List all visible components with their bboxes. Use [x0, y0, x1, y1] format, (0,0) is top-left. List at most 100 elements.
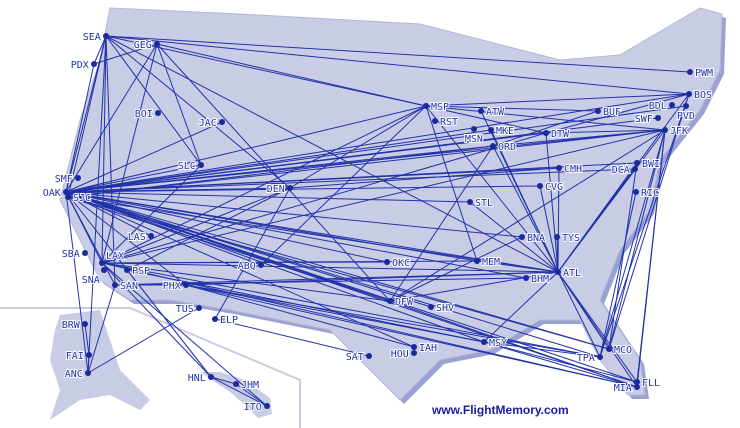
route-sjc-sea: [67, 35, 107, 198]
route-pwm-sea: [105, 35, 691, 73]
airport-dot: [669, 102, 675, 108]
airport-code: IAH: [419, 343, 437, 354]
airport-hnl[interactable]: HNL: [187, 372, 214, 385]
airport-hou[interactable]: HOU: [390, 348, 417, 361]
airport-phx[interactable]: PHX: [162, 280, 189, 293]
airport-rst[interactable]: RST: [432, 116, 459, 129]
route-oak-anc: [65, 191, 89, 374]
airport-okc[interactable]: OKC: [384, 257, 411, 270]
airport-pvd[interactable]: PVD: [676, 103, 696, 123]
airport-mke[interactable]: MKE: [488, 125, 515, 138]
airport-sea[interactable]: SEA: [82, 31, 109, 44]
airport-cvg[interactable]: CVG: [537, 181, 564, 194]
airport-fai[interactable]: FAI: [65, 350, 92, 363]
airports-layer: SEA GEG PDX BOI JAC SLC SMF OAK SJC DEN LAS SBA LAX S…: [42, 31, 714, 414]
airport-dot: [490, 143, 496, 149]
airport-dot: [554, 234, 560, 240]
airport-slc[interactable]: SLC: [177, 160, 204, 173]
airport-bna[interactable]: BNA: [519, 232, 546, 245]
airport-brw[interactable]: BRW: [61, 319, 88, 332]
airport-geg[interactable]: GEG: [133, 39, 160, 52]
airport-psp[interactable]: PSP: [124, 265, 151, 278]
airport-dot: [683, 103, 689, 109]
airport-smf[interactable]: SMF: [54, 173, 81, 186]
airport-elp[interactable]: ELP: [212, 314, 239, 327]
route-oak-geg: [65, 43, 158, 193]
airport-dot: [632, 166, 638, 172]
route-bwi-mco: [608, 162, 638, 350]
route-oak-jac: [65, 121, 223, 193]
airport-ric[interactable]: RIC: [633, 187, 660, 200]
airport-code: ORD: [498, 142, 516, 153]
airport-swf[interactable]: SWF: [634, 113, 661, 126]
airport-den[interactable]: DEN: [266, 183, 293, 196]
airport-ord[interactable]: ORD: [490, 141, 517, 154]
airport-jhm[interactable]: JHM: [233, 379, 260, 392]
airport-pwm[interactable]: PWM: [687, 67, 714, 80]
airport-bhm[interactable]: BHM: [523, 273, 550, 286]
route-msy-mia: [483, 341, 638, 388]
route-oak-abq: [65, 191, 262, 266]
airport-lax[interactable]: LAX: [99, 250, 125, 266]
airport-code: RST: [440, 117, 458, 128]
airport-dot: [556, 165, 562, 171]
airport-bwi[interactable]: BWI: [634, 158, 661, 171]
airport-mia[interactable]: MIA: [613, 382, 640, 395]
airport-buf[interactable]: BUF: [595, 106, 622, 119]
airport-msp[interactable]: MSP: [423, 101, 450, 114]
airport-dot: [86, 352, 92, 358]
route-atl-dtw: [545, 132, 559, 273]
route-fai-anc: [87, 354, 90, 374]
airport-dfw[interactable]: DFW: [387, 296, 415, 309]
route-msp-dtw: [425, 105, 547, 134]
airport-tus[interactable]: TUS: [175, 303, 202, 316]
airport-pdx[interactable]: PDX: [70, 59, 97, 72]
airport-ito[interactable]: ITO: [243, 401, 270, 414]
airport-abq[interactable]: ABQ: [237, 260, 264, 273]
airport-sba[interactable]: SBA: [61, 248, 88, 261]
airport-bos[interactable]: BOS: [686, 89, 713, 102]
airport-cmh[interactable]: CMH: [556, 163, 583, 176]
airport-jac[interactable]: JAC: [198, 117, 225, 130]
airport-dot: [63, 189, 69, 195]
route-phx-msy: [185, 284, 485, 343]
airport-sat[interactable]: SAT: [345, 351, 372, 364]
airport-mco[interactable]: MCO: [606, 344, 633, 357]
airport-san[interactable]: SAN: [112, 280, 139, 293]
airport-bdl[interactable]: BDL: [648, 100, 675, 113]
flightmemory-credit-link[interactable]: www.FlightMemory.com: [432, 403, 569, 417]
route-atl-tpa: [557, 271, 601, 358]
airport-code: ANC: [65, 369, 83, 380]
airport-las[interactable]: LAS: [127, 231, 154, 244]
airport-atw[interactable]: ATW: [478, 106, 506, 119]
route-oak-tpa: [65, 191, 601, 358]
airport-dot: [519, 234, 525, 240]
airport-mem[interactable]: MEM: [474, 256, 501, 269]
airport-dot: [155, 110, 161, 116]
airport-atl[interactable]: ATL: [555, 267, 582, 280]
airport-dtw[interactable]: DTW: [543, 128, 571, 141]
airport-fll[interactable]: FLL: [634, 377, 661, 390]
airport-tys[interactable]: TYS: [554, 232, 581, 245]
airport-code: MEM: [482, 257, 500, 268]
airport-code: SAT: [346, 352, 364, 363]
airport-dca[interactable]: DCA: [611, 164, 638, 177]
airport-stl[interactable]: STL: [467, 197, 494, 210]
airport-msn[interactable]: MSN: [464, 126, 484, 146]
airport-shv[interactable]: SHV: [428, 302, 455, 315]
airport-anc[interactable]: ANC: [64, 368, 91, 381]
airport-sna[interactable]: SNA: [81, 267, 107, 287]
airport-jfk[interactable]: JFK: [662, 125, 689, 138]
airport-code: DTW: [551, 129, 570, 140]
airport-tpa[interactable]: TPA: [576, 352, 603, 365]
airport-oak[interactable]: OAK: [42, 187, 69, 200]
airport-dot: [208, 374, 214, 380]
airport-msy[interactable]: MSY: [481, 337, 508, 350]
airport-iah[interactable]: IAH: [411, 342, 438, 355]
route-atl-cmh: [557, 167, 560, 273]
airport-sjc[interactable]: SJC: [65, 192, 92, 205]
route-lax-dfw: [101, 262, 391, 302]
airport-boi[interactable]: BOI: [134, 108, 161, 121]
airport-code: MSN: [465, 134, 483, 145]
